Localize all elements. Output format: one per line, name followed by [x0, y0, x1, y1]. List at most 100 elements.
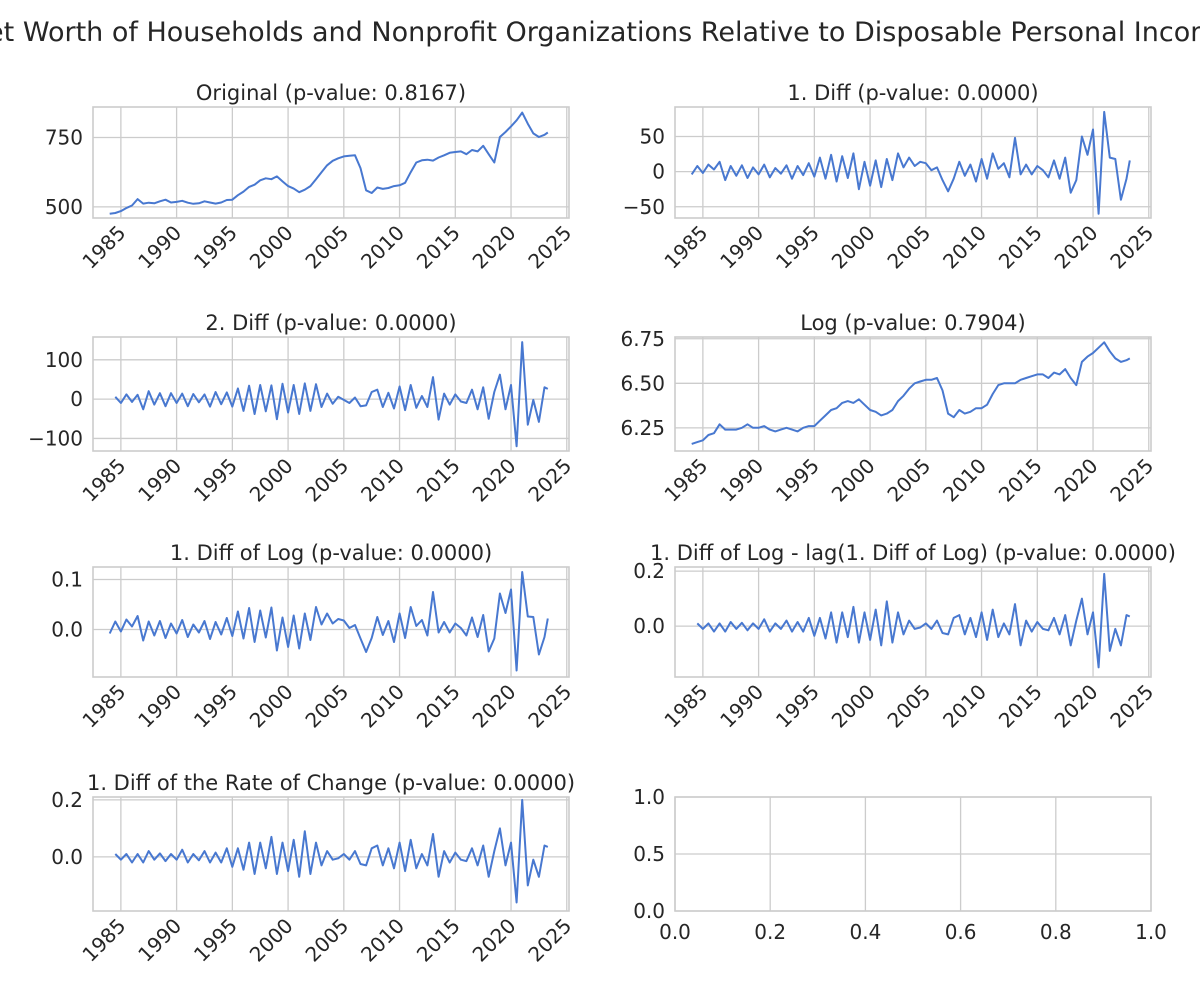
x-tick-label: 2005 — [882, 221, 935, 274]
series-line-1 — [114, 341, 549, 448]
subplot-title: 2. Diff (p-value: 0.0000) — [205, 311, 456, 335]
axes-frame — [92, 796, 570, 912]
x-tick-label: 2010 — [938, 221, 991, 274]
x-tick-label: 1985 — [77, 680, 130, 733]
x-tick-label: 2020 — [468, 914, 521, 967]
y-tick-label: 750 — [45, 126, 83, 150]
axes-frame — [92, 566, 570, 678]
subplot-title: 1. Diff of the Rate of Change (p-value: … — [87, 771, 575, 795]
x-tick-label: 2000 — [245, 914, 298, 967]
y-tick-label: 0.0 — [51, 618, 83, 642]
y-tick-label: 0.1 — [51, 568, 83, 592]
y-tick-label: 0.0 — [633, 614, 665, 638]
x-tick-label: 1990 — [133, 454, 186, 507]
axes-frame — [674, 106, 1152, 219]
x-tick-label: 2020 — [1050, 454, 1103, 507]
y-tick-label: 0.0 — [51, 845, 83, 869]
y-tick-label: 0 — [652, 160, 665, 184]
x-tick-label: 2025 — [523, 914, 576, 967]
x-tick-label: 1985 — [659, 221, 712, 274]
series-line-1 — [109, 111, 549, 215]
x-tick-label: 2005 — [300, 221, 353, 274]
x-tick-label: 2010 — [356, 680, 409, 733]
axes-frame — [674, 796, 1152, 912]
subplot-title: Original (p-value: 0.8167) — [196, 81, 466, 105]
y-tick-label: 500 — [45, 195, 83, 219]
x-tick-label: 0.6 — [945, 920, 977, 944]
x-tick-label: 2005 — [882, 454, 935, 507]
x-tick-label: 2015 — [994, 680, 1047, 733]
x-tick-label: 1995 — [189, 221, 242, 274]
x-tick-label: 2020 — [468, 221, 521, 274]
x-tick-label: 2000 — [827, 680, 880, 733]
x-tick-label: 1985 — [77, 454, 130, 507]
x-tick-label: 2010 — [356, 221, 409, 274]
y-tick-label: −100 — [28, 426, 83, 450]
x-tick-label: 1990 — [715, 680, 768, 733]
y-tick-label: 6.25 — [620, 416, 665, 440]
y-tick-label: 0.5 — [633, 842, 665, 866]
x-tick-label: 2000 — [245, 454, 298, 507]
x-tick-label: 2025 — [523, 454, 576, 507]
x-tick-label: 2020 — [468, 454, 521, 507]
x-tick-label: 1995 — [189, 914, 242, 967]
x-tick-label: 2000 — [827, 221, 880, 274]
subplot-8: 0.0 0.5 1.0 0.0 0.2 0.4 0.6 0.8 1.0 — [633, 785, 1167, 944]
x-tick-label: 1985 — [77, 914, 130, 967]
x-tick-label: 2005 — [300, 914, 353, 967]
x-tick-label: 2005 — [300, 680, 353, 733]
x-tick-label: 1990 — [715, 454, 768, 507]
x-tick-label: 2000 — [245, 221, 298, 274]
x-tick-label: 1995 — [189, 454, 242, 507]
x-tick-label: 2015 — [994, 221, 1047, 274]
figure-suptitle: Net Worth of Households and Nonprofit Or… — [0, 17, 1200, 48]
series-line-1 — [696, 572, 1131, 669]
y-tick-label: 0.0 — [633, 899, 665, 923]
series-line-1 — [114, 798, 549, 904]
y-tick-label: 0 — [70, 387, 83, 411]
x-tick-label: 2020 — [1050, 680, 1103, 733]
x-tick-label: 2025 — [523, 680, 576, 733]
x-tick-label: 0.4 — [849, 920, 881, 944]
x-tick-label: 2005 — [300, 454, 353, 507]
x-tick-label: 2015 — [412, 680, 465, 733]
x-tick-label: 1985 — [659, 680, 712, 733]
x-tick-label: 2005 — [882, 680, 935, 733]
y-tick-label: 50 — [640, 125, 665, 149]
y-tick-label: 6.50 — [620, 371, 665, 395]
x-tick-label: 1995 — [771, 221, 824, 274]
series-line-1 — [108, 571, 549, 672]
axes-frame — [674, 336, 1152, 452]
y-tick-label: 100 — [45, 348, 83, 372]
y-tick-label: 1.0 — [633, 785, 665, 809]
subplot-title: 1. Diff of Log (p-value: 0.0000) — [170, 541, 492, 565]
subplot-2: 1. Diff (p-value: 0.0000) −50 0 50 1985 1990 1… — [623, 81, 1159, 274]
x-tick-label: 1990 — [133, 680, 186, 733]
x-tick-label: 2025 — [1105, 221, 1158, 274]
x-tick-label: 1990 — [133, 914, 186, 967]
x-tick-label: 1995 — [189, 680, 242, 733]
subplot-title: 1. Diff (p-value: 0.0000) — [787, 81, 1038, 105]
x-tick-label: 2010 — [356, 454, 409, 507]
subplot-title: 1. Diff of Log - lag(1. Diff of Log) (p-… — [650, 541, 1176, 565]
x-tick-label: 1.0 — [1135, 920, 1167, 944]
x-tick-label: 2025 — [1105, 680, 1158, 733]
x-tick-label: 2015 — [412, 454, 465, 507]
x-tick-label: 2025 — [1105, 454, 1158, 507]
subplot-6: 1. Diff of Log - lag(1. Diff of Log) (p-… — [633, 541, 1176, 733]
y-tick-label: 0.2 — [51, 788, 83, 812]
y-tick-label: 6.75 — [620, 327, 665, 351]
x-tick-label: 1995 — [771, 454, 824, 507]
axes-frame — [674, 566, 1152, 678]
series-line-1 — [690, 110, 1131, 215]
x-tick-label: 0.8 — [1040, 920, 1072, 944]
y-tick-label: −50 — [623, 195, 665, 219]
x-tick-label: 1985 — [659, 454, 712, 507]
x-tick-label: 1995 — [771, 680, 824, 733]
x-tick-label: 2010 — [938, 680, 991, 733]
axes-frame — [92, 336, 570, 452]
